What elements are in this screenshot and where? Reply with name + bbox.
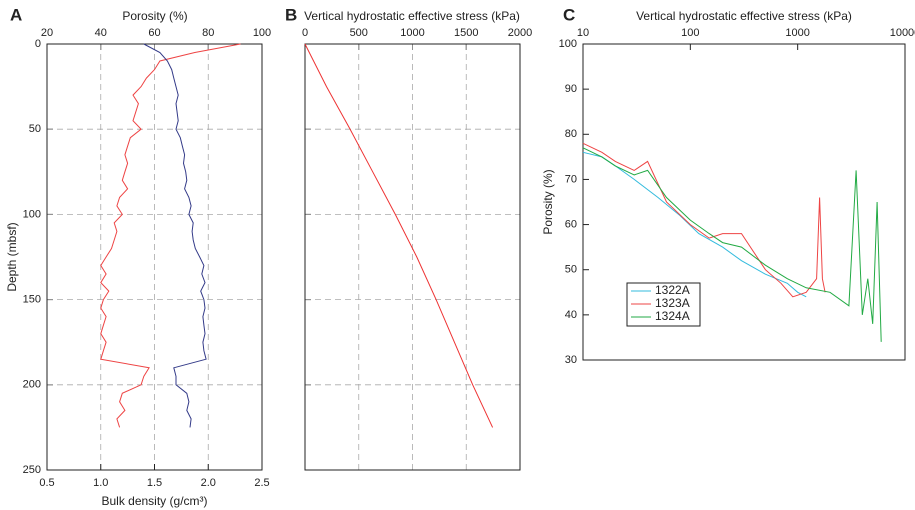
x2-tick-label: 10 <box>577 27 589 39</box>
panel-label: C <box>563 5 575 24</box>
x-tick-label: 1.0 <box>93 477 108 489</box>
x-tick-label: 2.0 <box>201 477 216 489</box>
series-line <box>143 43 207 428</box>
y-tick-label: 50 <box>29 123 41 135</box>
chart-title: Vertical hydrostatic effective stress (k… <box>304 9 520 23</box>
x2-tick-label: 1000 <box>400 27 424 39</box>
x2-tick-label: 60 <box>148 27 160 39</box>
x-tick-label: 2.5 <box>254 477 269 489</box>
y-axis-label: Porosity (%) <box>541 169 555 234</box>
y-tick-label: 90 <box>565 83 577 95</box>
y-tick-label: 200 <box>23 379 41 391</box>
y-tick-label: 0 <box>35 38 41 50</box>
panel-label: A <box>10 5 22 24</box>
y-axis-label: Depth (mbsf) <box>5 222 19 291</box>
y-tick-label: 30 <box>565 354 577 366</box>
x-tick-label: 1.5 <box>147 477 162 489</box>
x2-tick-label: 1500 <box>454 27 478 39</box>
chart-title: Vertical hydrostatic effective stress (k… <box>636 9 852 23</box>
y-tick-label: 50 <box>565 264 577 276</box>
legend-label: 1322A <box>655 283 690 297</box>
series-line <box>582 151 807 298</box>
panel-label: B <box>285 5 297 24</box>
y-tick-label: 40 <box>565 309 577 321</box>
x2-tick-label: 500 <box>350 27 368 39</box>
y-tick-label: 150 <box>23 294 41 306</box>
y-tick-label: 80 <box>565 128 577 140</box>
y-tick-label: 60 <box>565 218 577 230</box>
x2-tick-label: 1000 <box>785 27 809 39</box>
x2-tick-label: 0 <box>302 27 308 39</box>
plot-frame <box>582 43 906 361</box>
y-tick-label: 70 <box>565 173 577 185</box>
x2-tick-label: 40 <box>95 27 107 39</box>
x-axis-label: Bulk density (g/cm³) <box>101 494 207 508</box>
series-line <box>582 147 882 342</box>
series-line <box>582 142 826 298</box>
x2-tick-label: 80 <box>202 27 214 39</box>
x2-tick-label: 2000 <box>508 27 532 39</box>
chart-title: Porosity (%) <box>122 9 187 23</box>
x2-tick-label: 20 <box>41 27 53 39</box>
y-tick-label: 100 <box>23 208 41 220</box>
series-line <box>100 43 241 428</box>
y-tick-label: 250 <box>23 464 41 476</box>
x2-tick-label: 100 <box>253 27 271 39</box>
legend-label: 1324A <box>655 309 690 323</box>
x-tick-label: 0.5 <box>39 477 54 489</box>
plot-frame <box>46 43 263 471</box>
x2-tick-label: 10000 <box>890 27 915 39</box>
x2-tick-label: 100 <box>681 27 699 39</box>
legend-label: 1323A <box>655 296 690 310</box>
series-line <box>304 43 494 428</box>
y-tick-label: 100 <box>559 38 577 50</box>
plot-frame <box>304 43 521 471</box>
